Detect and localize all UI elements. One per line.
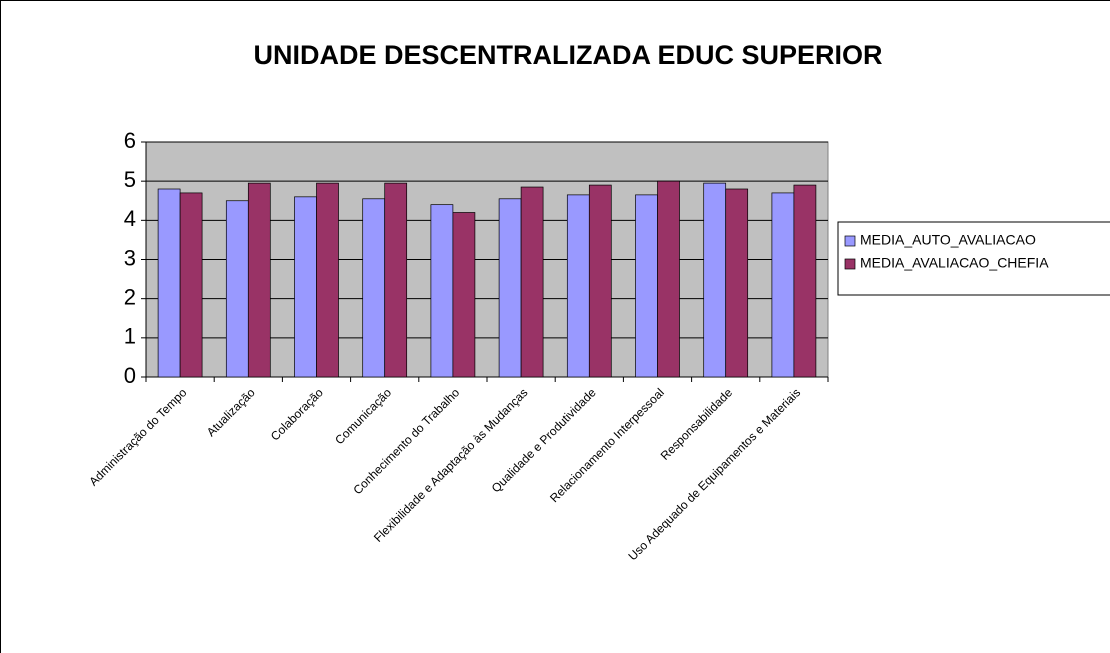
y-tick-label: 4: [124, 206, 136, 231]
bar: [657, 180, 680, 378]
chart-title: UNIDADE DESCENTRALIZADA EDUC SUPERIOR: [253, 40, 882, 70]
bar: [157, 188, 181, 378]
bar: [635, 194, 658, 378]
legend-swatch: [844, 235, 856, 247]
legend-swatch: [844, 258, 856, 270]
bar: [771, 192, 795, 378]
bar: [520, 186, 544, 378]
bar: [498, 198, 522, 378]
bar: [179, 192, 203, 378]
legend-box: [837, 221, 1110, 296]
bar: [362, 198, 386, 378]
bar: [566, 194, 590, 378]
y-tick-label: 6: [124, 128, 136, 153]
bar: [703, 182, 727, 378]
y-tick-label: 1: [124, 324, 136, 349]
bar: [294, 196, 317, 378]
y-tick-label: 5: [124, 167, 136, 192]
bar: [588, 184, 612, 378]
bar: [384, 182, 408, 378]
bar: [316, 182, 339, 378]
y-tick-label: 2: [124, 284, 136, 309]
legend-label: MEDIA_AUTO_AVALIACAO: [860, 232, 1036, 248]
bar: [793, 184, 817, 378]
bar: [452, 212, 476, 378]
legend-label: MEDIA_AVALIACAO_CHEFIA: [860, 255, 1049, 271]
y-tick-label: 0: [124, 363, 136, 388]
bar: [725, 188, 749, 378]
bar: [430, 204, 454, 378]
bar: [225, 200, 249, 378]
bar: [247, 182, 271, 378]
y-tick-label: 3: [124, 245, 136, 270]
